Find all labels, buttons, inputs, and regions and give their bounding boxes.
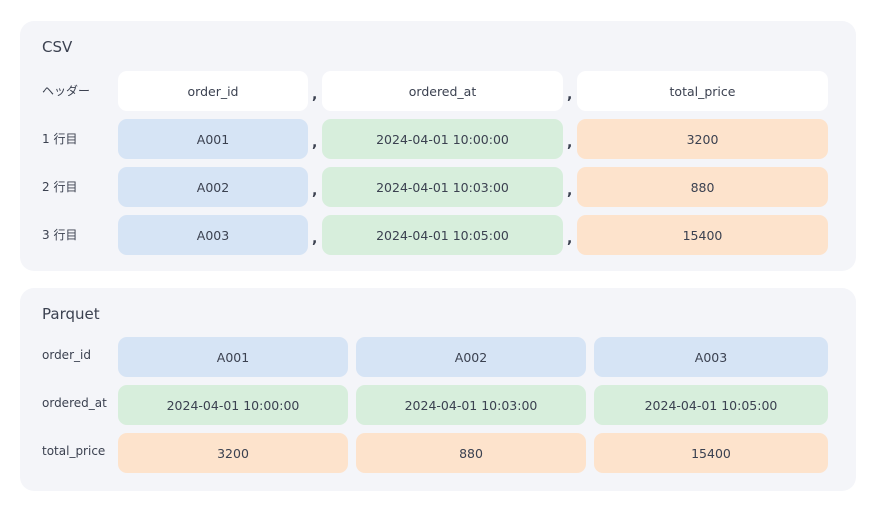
- parquet-panel: Parquet order_id A001 A002 A003 ordered_…: [20, 288, 856, 491]
- parquet-cell-ordered-at: 2024-04-01 10:05:00: [594, 385, 828, 425]
- csv-row-label-3: 3 行目: [42, 228, 78, 242]
- parquet-cell-ordered-at: 2024-04-01 10:00:00: [118, 385, 348, 425]
- csv-comma: ,: [312, 231, 318, 247]
- csv-cell-ordered-at: 2024-04-01 10:05:00: [322, 215, 563, 255]
- csv-panel: CSV ヘッダー order_id , ordered_at , total_p…: [20, 21, 856, 271]
- csv-cell-total-price: 15400: [577, 215, 828, 255]
- parquet-row-label-ordered-at: ordered_at: [42, 396, 107, 410]
- csv-row-label-header: ヘッダー: [42, 84, 91, 98]
- csv-title: CSV: [42, 38, 73, 56]
- csv-cell-total-price: 880: [577, 167, 828, 207]
- csv-cell-total-price: 3200: [577, 119, 828, 159]
- csv-header-total-price: total_price: [577, 71, 828, 111]
- parquet-cell-total-price: 3200: [118, 433, 348, 473]
- parquet-cell-total-price: 880: [356, 433, 586, 473]
- csv-comma: ,: [567, 183, 573, 199]
- csv-row-label-1: 1 行目: [42, 132, 78, 146]
- parquet-row-label-total-price: total_price: [42, 444, 106, 458]
- csv-cell-order-id: A002: [118, 167, 308, 207]
- csv-comma: ,: [567, 231, 573, 247]
- parquet-row-label-order-id: order_id: [42, 348, 91, 362]
- parquet-cell-total-price: 15400: [594, 433, 828, 473]
- csv-header-order-id: order_id: [118, 71, 308, 111]
- csv-comma: ,: [312, 87, 318, 103]
- parquet-cell-order-id: A002: [356, 337, 586, 377]
- parquet-cell-order-id: A001: [118, 337, 348, 377]
- csv-comma: ,: [312, 183, 318, 199]
- csv-cell-ordered-at: 2024-04-01 10:03:00: [322, 167, 563, 207]
- parquet-title: Parquet: [42, 305, 100, 323]
- csv-cell-order-id: A003: [118, 215, 308, 255]
- csv-comma: ,: [312, 135, 318, 151]
- csv-comma: ,: [567, 135, 573, 151]
- parquet-cell-order-id: A003: [594, 337, 828, 377]
- csv-header-ordered-at: ordered_at: [322, 71, 563, 111]
- parquet-cell-ordered-at: 2024-04-01 10:03:00: [356, 385, 586, 425]
- csv-cell-order-id: A001: [118, 119, 308, 159]
- csv-comma: ,: [567, 87, 573, 103]
- csv-row-label-2: 2 行目: [42, 180, 78, 194]
- csv-cell-ordered-at: 2024-04-01 10:00:00: [322, 119, 563, 159]
